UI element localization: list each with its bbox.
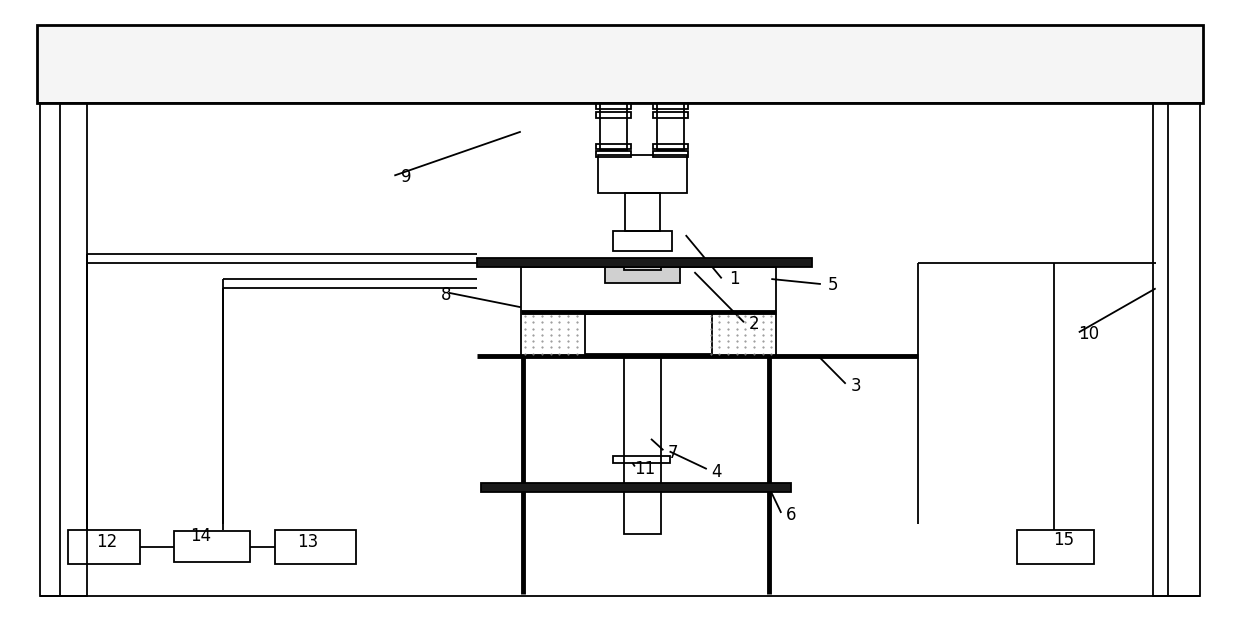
Bar [37,25,1203,103]
Text: 3: 3 [851,377,861,394]
Bar [585,314,712,354]
Bar [40,103,87,596]
Bar [596,103,631,109]
Bar [624,356,661,534]
Bar [596,151,631,157]
Bar [598,155,687,193]
Text: 15: 15 [1053,532,1075,549]
Bar [625,193,660,231]
Bar [653,112,688,118]
Bar [275,530,356,564]
Text: 5: 5 [828,277,838,294]
Bar [477,258,812,267]
Text: 10: 10 [1078,325,1100,342]
Bar [596,112,631,118]
Bar [1153,103,1200,596]
Text: 8: 8 [441,286,451,303]
Text: 14: 14 [190,527,212,545]
Bar [613,231,672,251]
Text: 13: 13 [296,534,319,551]
Bar [653,144,688,149]
Bar [605,267,680,283]
Bar [653,151,688,157]
Text: 7: 7 [668,444,678,461]
Bar [174,531,250,562]
Bar [600,103,627,150]
Text: 11: 11 [634,460,656,478]
Text: 6: 6 [786,507,796,524]
Bar [521,267,776,356]
Bar [653,103,688,109]
Text: 2: 2 [749,315,759,333]
Text: 1: 1 [729,270,739,288]
Bar [624,261,661,270]
Text: 4: 4 [712,463,722,480]
Bar [481,483,791,492]
Bar [657,103,684,150]
Text: 9: 9 [402,168,412,186]
Bar [613,456,670,463]
Bar [596,144,631,149]
Bar [68,530,140,564]
Bar [1017,530,1094,564]
Text: 12: 12 [95,534,118,551]
